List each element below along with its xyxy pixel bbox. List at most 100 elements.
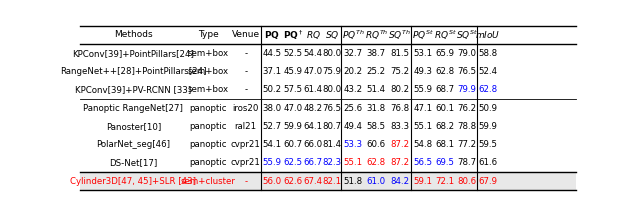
Text: 37.1: 37.1 [262,67,281,76]
Text: 53.3: 53.3 [344,140,363,149]
Text: 79.0: 79.0 [457,49,476,58]
Text: 51.4: 51.4 [367,85,386,94]
Text: 52.5: 52.5 [284,49,303,58]
Text: Cylinder3D[47, 45]+SLR [43]: Cylinder3D[47, 45]+SLR [43] [70,177,196,186]
Text: sem+box: sem+box [188,67,229,76]
Text: sem+box: sem+box [188,85,229,94]
Text: 61.6: 61.6 [478,159,497,168]
Text: 45.9: 45.9 [284,67,303,76]
Text: 79.9: 79.9 [457,85,476,94]
Text: 80.7: 80.7 [323,122,342,131]
Text: -: - [244,67,247,76]
Text: 82.3: 82.3 [323,159,342,168]
Text: 60.7: 60.7 [284,140,303,149]
Text: $\mathbf{PQ}^\dagger$: $\mathbf{PQ}^\dagger$ [283,28,303,42]
Text: 62.5: 62.5 [284,159,303,168]
Text: 32.7: 32.7 [344,49,363,58]
Text: 68.1: 68.1 [436,140,455,149]
Text: 25.6: 25.6 [344,104,363,113]
Text: Venue: Venue [232,30,260,39]
Text: 59.9: 59.9 [284,122,303,131]
Text: 84.2: 84.2 [390,177,409,186]
Text: Panoster[10]: Panoster[10] [106,122,161,131]
Text: $\mathit{RQ}$: $\mathit{RQ}$ [306,29,321,41]
Text: 55.1: 55.1 [413,122,433,131]
Text: 80.2: 80.2 [390,85,409,94]
Text: 80.0: 80.0 [323,49,342,58]
Text: $\mathit{PQ}^{St}$: $\mathit{PQ}^{St}$ [412,28,434,42]
Text: 80.6: 80.6 [457,177,476,186]
Text: 25.2: 25.2 [367,67,386,76]
Text: PolarNet_seg[46]: PolarNet_seg[46] [96,140,170,149]
Text: 54.1: 54.1 [262,140,281,149]
Text: 61.0: 61.0 [367,177,386,186]
Text: 83.3: 83.3 [390,122,409,131]
Text: 64.1: 64.1 [303,122,323,131]
Text: -: - [244,85,247,94]
Text: 54.4: 54.4 [303,49,323,58]
Text: 44.5: 44.5 [262,49,281,58]
Text: sem+cluster: sem+cluster [181,177,236,186]
Text: 59.1: 59.1 [413,177,433,186]
Text: Methods: Methods [114,30,152,39]
Text: $\mathit{mIoU}$: $\mathit{mIoU}$ [476,29,500,40]
Text: RangeNet++[28]+PointPillars[24]: RangeNet++[28]+PointPillars[24] [60,67,207,76]
Text: 53.1: 53.1 [413,49,433,58]
Text: 38.0: 38.0 [262,104,281,113]
Text: 67.4: 67.4 [303,177,323,186]
Text: $\mathit{PQ}^{Th}$: $\mathit{PQ}^{Th}$ [342,28,364,42]
Text: 62.8: 62.8 [367,159,386,168]
Text: 62.8: 62.8 [478,85,497,94]
Text: 68.7: 68.7 [436,85,455,94]
Text: 58.5: 58.5 [367,122,386,131]
Text: $\mathbf{PQ}$: $\mathbf{PQ}$ [264,29,280,41]
Text: 31.8: 31.8 [367,104,386,113]
Text: 59.9: 59.9 [479,122,497,131]
Text: 20.2: 20.2 [344,67,363,76]
Text: 68.2: 68.2 [436,122,455,131]
Text: 75.9: 75.9 [323,67,342,76]
Text: Panoptic RangeNet[27]: Panoptic RangeNet[27] [83,104,183,113]
Text: KPConv[39]+PV-RCNN [33]: KPConv[39]+PV-RCNN [33] [75,85,191,94]
Text: 49.3: 49.3 [413,67,433,76]
Text: panoptic: panoptic [189,104,227,113]
Text: 55.9: 55.9 [262,159,281,168]
Text: 47.0: 47.0 [303,67,323,76]
Text: 38.7: 38.7 [367,49,386,58]
Text: 80.0: 80.0 [323,85,342,94]
Text: 47.1: 47.1 [413,104,433,113]
Text: 58.8: 58.8 [478,49,497,58]
Text: 60.1: 60.1 [436,104,455,113]
Text: 76.8: 76.8 [390,104,409,113]
Text: cvpr21: cvpr21 [231,159,260,168]
Text: 76.2: 76.2 [457,104,476,113]
Text: 51.8: 51.8 [344,177,363,186]
Text: 81.5: 81.5 [390,49,409,58]
Text: 47.0: 47.0 [284,104,303,113]
Text: 67.9: 67.9 [479,177,497,186]
Text: $\mathit{RQ}^{Th}$: $\mathit{RQ}^{Th}$ [365,28,388,42]
Text: panoptic: panoptic [189,159,227,168]
Text: 78.8: 78.8 [457,122,476,131]
Bar [80,172,576,190]
Text: panoptic: panoptic [189,122,227,131]
Text: 55.9: 55.9 [413,85,433,94]
Text: 49.4: 49.4 [344,122,362,131]
Text: -: - [244,177,247,186]
Text: 72.1: 72.1 [436,177,455,186]
Text: 60.6: 60.6 [367,140,386,149]
Text: $\mathit{SQ}^{St}$: $\mathit{SQ}^{St}$ [456,28,477,42]
Text: 55.1: 55.1 [344,159,363,168]
Text: 87.2: 87.2 [390,159,409,168]
Text: panoptic: panoptic [189,140,227,149]
Text: 65.9: 65.9 [436,49,455,58]
Text: 43.2: 43.2 [344,85,363,94]
Text: $\mathit{SQ}^{Th}$: $\mathit{SQ}^{Th}$ [388,28,411,42]
Text: 75.2: 75.2 [390,67,409,76]
Text: Type: Type [198,30,219,39]
Text: 62.8: 62.8 [436,67,455,76]
Text: 76.5: 76.5 [457,67,476,76]
Text: 66.7: 66.7 [303,159,323,168]
Text: 61.4: 61.4 [303,85,323,94]
Text: 56.5: 56.5 [413,159,433,168]
